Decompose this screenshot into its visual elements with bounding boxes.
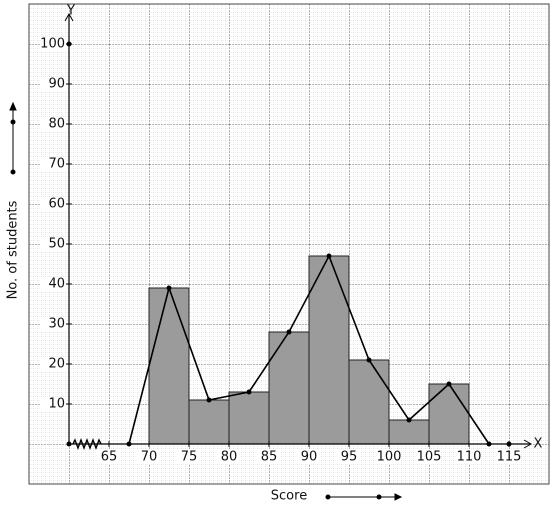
label-bg <box>40 317 66 331</box>
label-bg <box>40 237 66 251</box>
x-tick-label: 100 <box>377 450 402 465</box>
paper-border <box>28 3 550 485</box>
x-tick-label: 90 <box>301 450 318 465</box>
y-tick-label: 80 <box>48 117 65 132</box>
bar <box>388 419 430 445</box>
y-tick-label: 90 <box>48 77 65 92</box>
label-bg <box>497 450 521 464</box>
x-tick-label: 95 <box>341 450 358 465</box>
label-bg <box>40 117 66 131</box>
label-bg <box>257 450 281 464</box>
polygon-point <box>326 253 332 259</box>
y-tick-label: 70 <box>48 157 65 172</box>
polygon-point <box>366 357 372 363</box>
x-axis-arrow <box>523 439 533 449</box>
polygon-point <box>446 381 452 387</box>
y-tick-label: 30 <box>48 317 65 332</box>
y-tick-label: 40 <box>48 277 65 292</box>
y-tick-dot <box>66 41 72 47</box>
y-tick-label: 20 <box>48 357 65 372</box>
y-axis-arrow <box>64 12 74 22</box>
label-bg <box>40 357 66 371</box>
polygon-point <box>486 441 492 447</box>
label-bg <box>377 450 401 464</box>
bar <box>428 383 470 445</box>
x-tick-label: 65 <box>101 450 118 465</box>
label-bg <box>97 450 121 464</box>
x-axis-name: X <box>534 437 543 452</box>
label-bg <box>40 37 66 51</box>
x-tick-label: 70 <box>141 450 158 465</box>
bar <box>228 391 270 445</box>
x-tick-label: 110 <box>457 450 482 465</box>
label-bg <box>40 157 66 171</box>
polygon-point <box>286 329 292 335</box>
polygon-point <box>206 397 212 403</box>
y-axis-name: Y <box>66 4 75 19</box>
label-bg <box>137 450 161 464</box>
x-axis-label: Score <box>271 489 307 504</box>
x-tick-label: 105 <box>417 450 442 465</box>
x-tick-label: 115 <box>497 450 522 465</box>
polygon-point <box>126 441 132 447</box>
bar <box>348 359 390 445</box>
y-tick-label: 10 <box>48 397 65 412</box>
label-bg <box>457 450 481 464</box>
polygon-point <box>166 285 172 291</box>
origin-dot <box>66 441 72 447</box>
y-axis-label: No. of students <box>6 200 21 299</box>
frequency-polygon <box>128 254 490 445</box>
polygon-point <box>246 389 252 395</box>
x-tick-label: 75 <box>181 450 198 465</box>
y-tick-label: 100 <box>40 37 65 52</box>
label-bg <box>337 450 361 464</box>
bar <box>148 287 190 445</box>
label-bg <box>177 450 201 464</box>
polygon-point <box>406 417 412 423</box>
x-tick-label: 80 <box>221 450 238 465</box>
bar <box>308 255 350 445</box>
bar <box>188 399 230 445</box>
axes <box>64 12 533 450</box>
graph-paper <box>28 3 550 485</box>
label-bg <box>40 397 66 411</box>
label-bg <box>40 277 66 291</box>
label-bg <box>297 450 321 464</box>
y-tick-label: 60 <box>48 197 65 212</box>
label-bg <box>217 450 241 464</box>
label-bg <box>417 450 441 464</box>
x-tick-label: 85 <box>261 450 278 465</box>
axis-break <box>72 438 102 450</box>
y-tick-label: 50 <box>48 237 65 252</box>
label-bg <box>40 77 66 91</box>
label-bg <box>40 197 66 211</box>
x-end-dot <box>506 441 512 447</box>
bar <box>268 331 310 445</box>
decor-arrow <box>9 101 403 501</box>
